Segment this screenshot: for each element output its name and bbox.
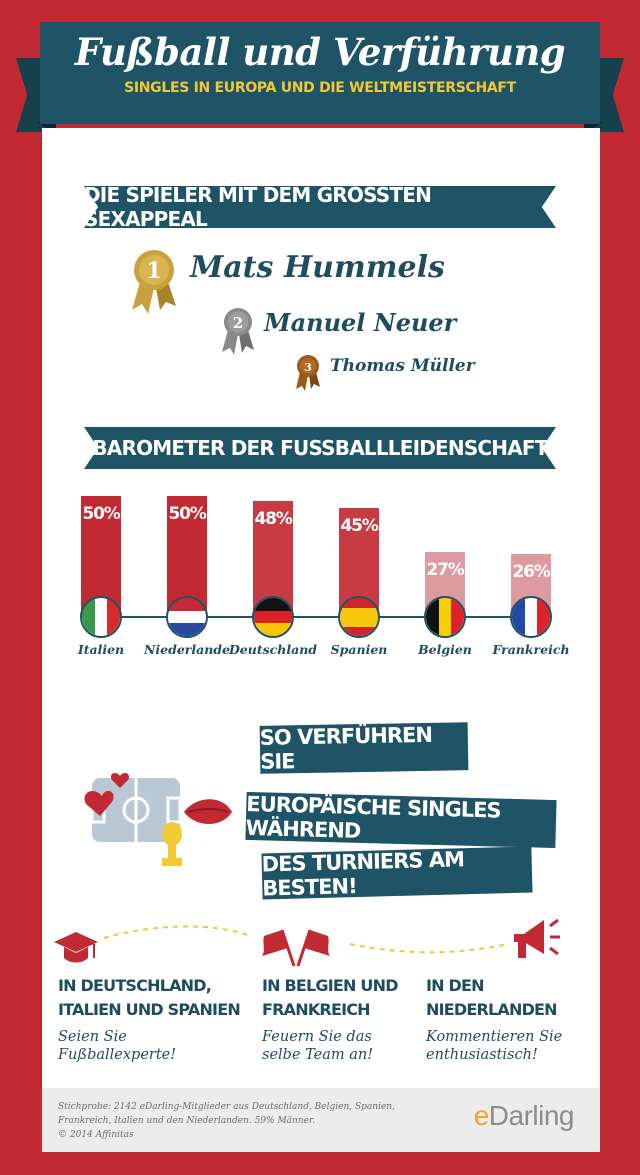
rank-2-number: 2 — [233, 314, 243, 332]
bar-value-label: 50% — [168, 504, 206, 524]
bar-value-label: 50% — [82, 504, 120, 524]
footer-source-note: Stichprobe: 2142 eDarling-Mitglieder aus… — [58, 1102, 395, 1140]
content-card — [42, 128, 600, 1152]
page-title: Fußball und Verführung — [74, 30, 566, 74]
netherlands-flag-icon — [166, 596, 208, 638]
rank-1-name: Mats Hummels — [190, 250, 445, 285]
country-label: Belgien — [418, 642, 472, 657]
kiss-lips-icon — [184, 799, 232, 824]
heart-icon — [84, 790, 114, 816]
seduction-line-2: EUROPÄISCHE SINGLES WÄHREND — [245, 791, 557, 849]
rank-3-number: 3 — [304, 361, 312, 374]
bar-value-label: 45% — [340, 516, 378, 537]
country-label: Frankreich — [492, 642, 570, 657]
bar-value-label: 27% — [426, 559, 464, 580]
footer: Stichprobe: 2142 eDarling-Mitglieder aus… — [42, 1088, 600, 1152]
chart-axis-line — [96, 616, 530, 618]
rank-3-name: Thomas Müller — [330, 356, 475, 376]
sexappeal-heading: DIE SPIELER MIT DEM GRÖSSTEN SEXAPPEAL — [84, 186, 556, 228]
gold-medal-icon: 1 — [132, 250, 176, 314]
trophy-icon — [162, 822, 182, 846]
football-pitch-hearts-illustration — [84, 773, 232, 866]
seduction-line-1: SO VERFÜHREN SIE — [259, 722, 469, 774]
italy-flag-icon — [80, 596, 122, 638]
tip-3-heading: IN DEN NIEDERLANDEN — [426, 976, 558, 1019]
megaphone-icon — [514, 918, 560, 958]
rank-1-number: 1 — [146, 258, 161, 284]
tip-2-heading: IN BELGIEN UND FRANKREICH — [262, 976, 398, 1019]
barometer-heading: BAROMETER DER FUSSBALLLEIDENSCHAFT — [84, 427, 556, 469]
belgium-flag-icon — [424, 596, 466, 638]
country-label: Deutschland — [228, 642, 318, 657]
france-flag-icon — [510, 596, 552, 638]
tip-3-text: Kommentieren Sie enthusiastisch! — [426, 1029, 563, 1063]
heart-small-icon — [110, 773, 130, 788]
country-label: Niederlande — [143, 642, 231, 657]
tip-1-text: Seien Sie Fußballexperte! — [58, 1029, 177, 1063]
country-label: Spanien — [330, 642, 388, 657]
germany-flag-icon — [252, 596, 294, 638]
flags-icon — [262, 929, 330, 967]
seduction-line-3: DES TURNIERS AM BESTEN! — [261, 846, 533, 901]
tip-1-heading: IN DEUTSCHLAND, ITALIEN UND SPANIEN — [58, 976, 241, 1019]
tips-connector-dashes — [103, 925, 509, 954]
spain-flag-icon — [338, 596, 380, 638]
bar-value-label: 48% — [254, 508, 292, 529]
country-label: Italien — [77, 642, 125, 657]
edarling-logo[interactable]: eDarling — [473, 1100, 575, 1131]
tip-2-text: Feuern Sie das selbe Team an! — [262, 1029, 374, 1063]
graduation-cap-icon — [54, 932, 98, 963]
page-subtitle: SINGLES IN EUROPA UND DIE WELTMEISTERSCH… — [124, 80, 516, 96]
rank-2-name: Manuel Neuer — [264, 308, 457, 337]
bar-value-label: 26% — [512, 562, 550, 583]
header-banner: Fußball und Verführung SINGLES IN EUROPA… — [40, 22, 600, 124]
silver-medal-icon: 2 — [222, 308, 254, 355]
bronze-medal-icon: 3 — [296, 355, 320, 391]
